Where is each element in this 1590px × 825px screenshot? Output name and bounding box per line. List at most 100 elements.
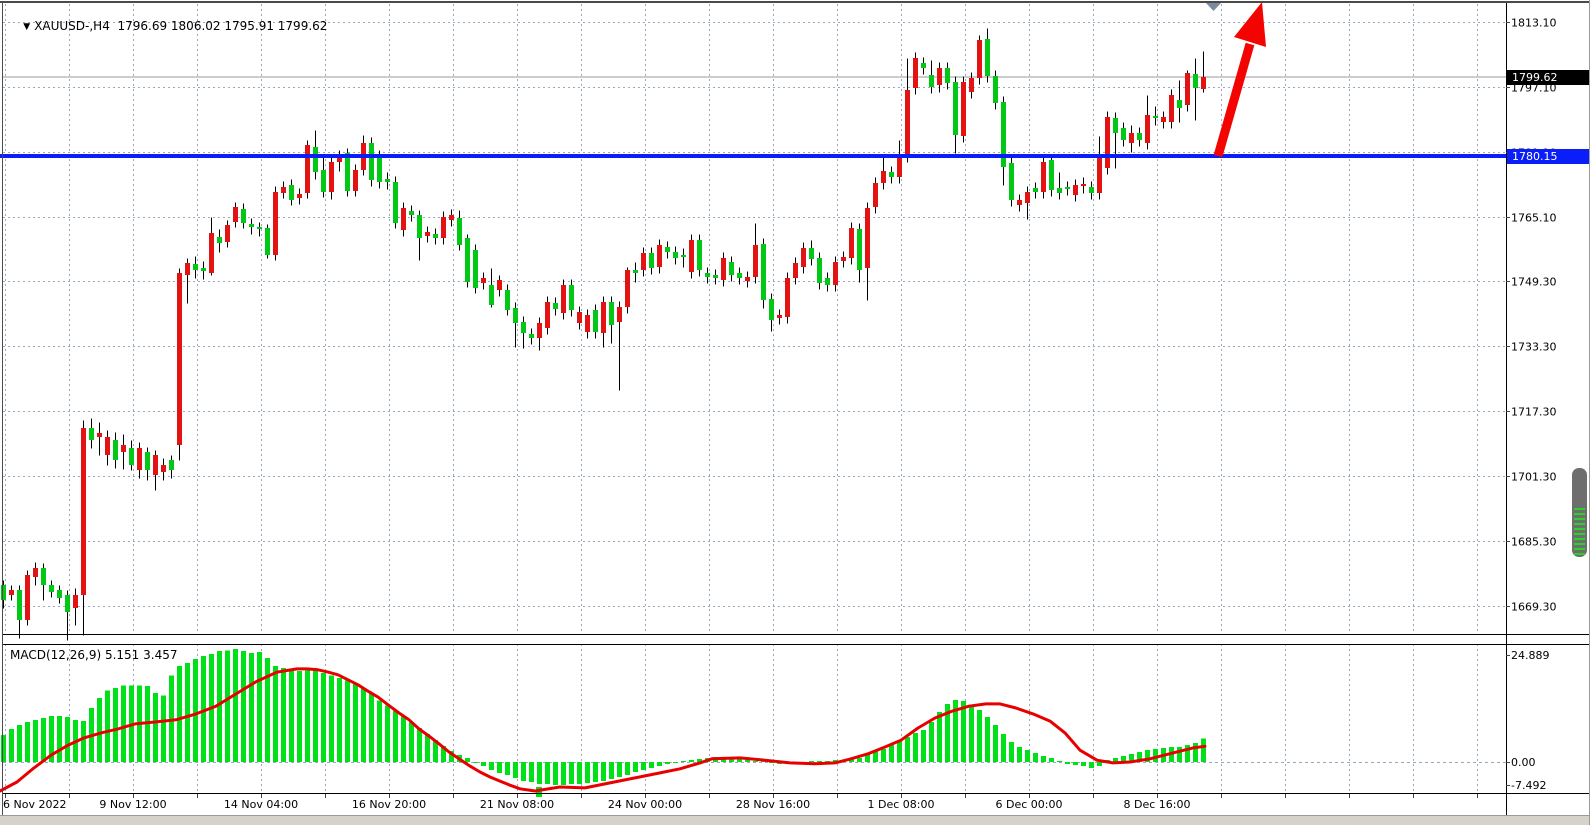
candle-body [137, 448, 142, 470]
macd-histogram-bar [553, 762, 558, 786]
macd-histogram-bar [385, 705, 390, 762]
candle-body [169, 460, 174, 470]
trend-arrow-shaft[interactable] [1213, 42, 1255, 158]
macd-histogram-bar [529, 762, 534, 782]
candle-body [209, 233, 214, 273]
macd-histogram-bar [857, 757, 862, 762]
candle-body [1161, 117, 1166, 122]
candle-body [185, 263, 190, 275]
candle-body [1169, 95, 1174, 122]
candle-body [1017, 200, 1022, 205]
candle-body [425, 232, 430, 236]
scrollbar-thumb[interactable] [1572, 468, 1587, 557]
candle-body [1033, 188, 1038, 192]
candle-body [681, 255, 686, 257]
candle-body [673, 252, 678, 258]
macd-histogram-bar [825, 761, 830, 762]
macd-histogram-bar [25, 722, 30, 762]
candle-body [697, 240, 702, 270]
dropdown-icon[interactable]: ▼ [23, 22, 31, 32]
macd-histogram-bar [393, 711, 398, 762]
macd-histogram-bar [249, 653, 254, 762]
macd-histogram-bar [1009, 742, 1014, 762]
candle-body [369, 143, 374, 180]
macd-histogram-bar [697, 758, 702, 762]
candle-body [329, 162, 334, 192]
macd-histogram-bar [953, 699, 958, 762]
candle-body [1065, 187, 1070, 189]
candle-body [897, 157, 902, 177]
window-left-border [2, 1, 3, 815]
price-axis-label: 1813.10 [1511, 17, 1557, 30]
time-axis-label: 14 Nov 04:00 [224, 798, 298, 811]
candle-body [873, 183, 878, 207]
candle-body [889, 172, 894, 177]
candle-body [497, 280, 502, 290]
macd-histogram-bar [945, 703, 950, 762]
candle-body [81, 428, 86, 595]
macd-histogram-bar [465, 757, 470, 762]
down-triangle-marker[interactable] [1206, 3, 1221, 11]
macd-histogram-bar [273, 666, 278, 762]
macd-histogram-bar [113, 687, 118, 762]
macd-histogram-bar [1073, 762, 1078, 766]
candle-body [801, 248, 806, 267]
macd-histogram-bar [225, 650, 230, 762]
macd-histogram-bar [57, 716, 62, 762]
candle-body [41, 568, 46, 585]
candle-body [657, 245, 662, 267]
candle-body [505, 290, 510, 310]
candle-body [601, 302, 606, 333]
candle-body [817, 258, 822, 283]
candle-body [129, 448, 134, 465]
price-axis-label: 1701.30 [1511, 471, 1557, 484]
candle-body [481, 278, 486, 283]
candle-body [1057, 188, 1062, 193]
candle-body [25, 575, 30, 620]
macd-histogram-bar [1065, 762, 1070, 764]
macd-histogram-bar [537, 762, 542, 784]
macd-histogram-bar [993, 725, 998, 762]
candle-body [753, 245, 758, 277]
macd-histogram-bar [585, 762, 590, 783]
macd-signal-line [0, 667, 1207, 793]
candle-body [993, 76, 998, 103]
macd-histogram-bar [161, 695, 166, 762]
macd-histogram-bar [937, 712, 942, 762]
candle-body [217, 237, 222, 243]
macd-histogram-bar [369, 692, 374, 762]
candle-body [1001, 102, 1006, 167]
time-axis-label: 24 Nov 00:00 [608, 798, 682, 811]
trend-arrow-head[interactable] [1234, 2, 1266, 47]
price-axis-label: 1765.10 [1511, 212, 1557, 225]
macd-histogram-bar [913, 732, 918, 762]
candle-body [865, 208, 870, 268]
macd-indicator-label: MACD(12,26,9) 5.151 3.457 [10, 648, 178, 662]
macd-histogram-bar [977, 709, 982, 762]
macd-histogram-bar [897, 741, 902, 762]
macd-histogram-bar [809, 761, 814, 762]
candle-body [297, 194, 302, 198]
macd-histogram-bar [17, 725, 22, 762]
macd-histogram-bar [289, 670, 294, 762]
candle-body [393, 182, 398, 223]
time-axis-label: 8 Dec 16:00 [1124, 798, 1191, 811]
macd-histogram-bar [1, 735, 6, 762]
candle-body [409, 211, 414, 215]
macd-axis-label: -7.492 [1511, 779, 1546, 792]
level-price-badge: 1780.15 [1507, 148, 1589, 164]
macd-histogram-bar [521, 762, 526, 782]
macd-histogram-bar [81, 721, 86, 762]
macd-histogram-bar [881, 748, 886, 762]
macd-histogram-bar [185, 663, 190, 762]
macd-histogram-bar [1121, 756, 1126, 762]
candle-body [49, 585, 54, 592]
macd-histogram-bar [745, 760, 750, 762]
scrollbar-grip-stripes [1574, 508, 1585, 555]
candle-body [545, 302, 550, 328]
candle-body [241, 209, 246, 223]
candle-body [913, 58, 918, 88]
candle-body [1097, 156, 1102, 193]
